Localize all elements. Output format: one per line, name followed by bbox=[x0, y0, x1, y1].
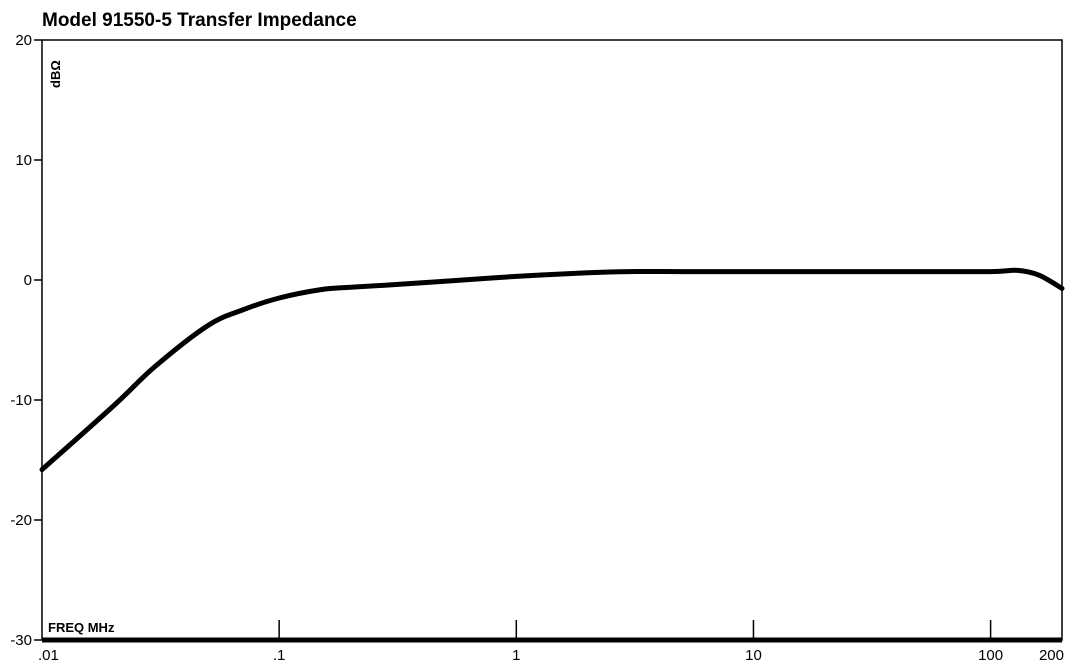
x-tick-label: 200 bbox=[1039, 647, 1064, 664]
y-tick-label: -30 bbox=[10, 632, 32, 649]
x-tick-label: 10 bbox=[745, 647, 762, 664]
y-tick-label: -20 bbox=[10, 512, 32, 529]
plot-frame bbox=[41, 39, 1063, 641]
x-axis: .01 .1 1 10 100 200 bbox=[38, 620, 1064, 664]
y-tick-label: 20 bbox=[15, 32, 32, 49]
y-tick-label: 0 bbox=[24, 272, 32, 289]
chart-title: Model 91550-5 Transfer Impedance bbox=[42, 10, 357, 31]
y-tick-label: -10 bbox=[10, 392, 32, 409]
y-axis-label: dBΩ bbox=[48, 60, 63, 88]
x-tick-label: 100 bbox=[978, 647, 1003, 664]
y-tick-label: 10 bbox=[15, 152, 32, 169]
x-tick-label: 1 bbox=[512, 647, 520, 664]
x-tick-label: .01 bbox=[38, 647, 59, 664]
x-tick-label: .1 bbox=[273, 647, 286, 664]
y-axis: 20 10 0 -10 -20 -30 bbox=[10, 32, 42, 649]
x-axis-label: FREQ MHz bbox=[48, 620, 115, 635]
series-line bbox=[39, 267, 1065, 473]
